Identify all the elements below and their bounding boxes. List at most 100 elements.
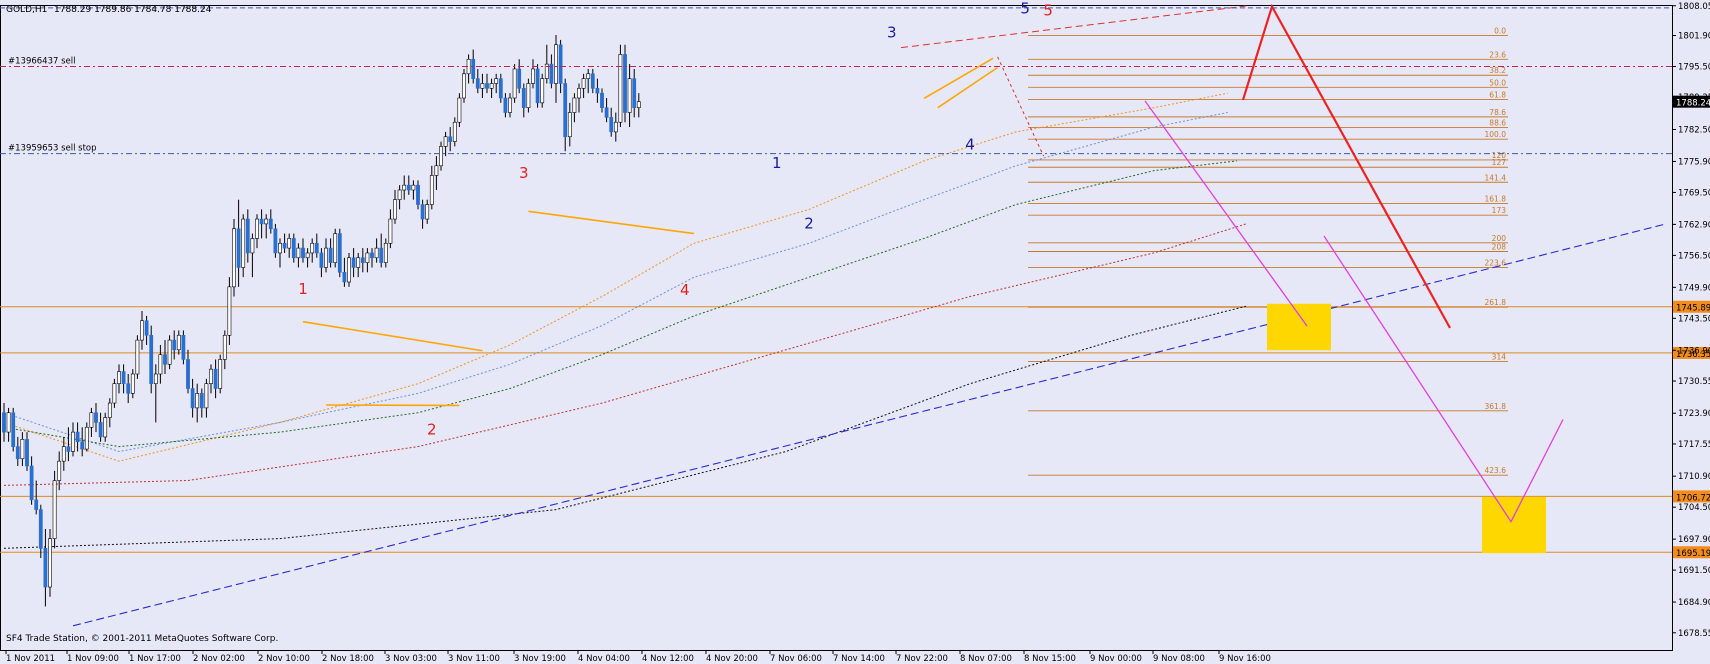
time-tick-label: 7 Nov 22:00	[896, 654, 948, 664]
candle-body	[66, 446, 71, 452]
candle-body	[452, 121, 457, 142]
candle-body	[609, 117, 614, 133]
time-tick-label: 4 Nov 12:00	[642, 654, 694, 664]
fibo-level-label: 78.6	[1489, 108, 1506, 117]
time-tick-label: 8 Nov 15:00	[1024, 654, 1076, 664]
triangle-line	[528, 210, 695, 235]
candle-body	[278, 242, 282, 254]
candle-body	[57, 460, 62, 481]
candle-body	[494, 78, 499, 84]
triangle-line	[937, 66, 999, 109]
candle-body	[227, 286, 232, 336]
wave-label: 2	[427, 421, 437, 439]
candle-body	[411, 184, 416, 191]
price-tick-label: 1691.50	[1678, 566, 1710, 576]
candle-body	[471, 58, 476, 79]
time-tick-label: 3 Nov 11:00	[448, 654, 500, 664]
price-tick-label: 1801.90	[1678, 32, 1710, 42]
candle-body	[52, 480, 57, 539]
fibo-level-label: 0.0	[1494, 27, 1506, 36]
candle-body	[222, 334, 227, 360]
candle-body	[29, 465, 34, 501]
candle-body	[167, 339, 172, 365]
fibo-level-label: 23.6	[1489, 50, 1506, 59]
candle-body	[351, 257, 356, 268]
time-tick-label: 9 Nov 08:00	[1153, 654, 1205, 664]
candle-body	[429, 175, 434, 205]
candle-body	[121, 371, 126, 384]
candle-body	[416, 184, 420, 205]
candle-body	[296, 247, 301, 259]
price-tick-label: 1704.50	[1678, 503, 1710, 513]
trend-lines	[72, 5, 1667, 627]
candle-body	[107, 402, 112, 418]
candle-body	[6, 412, 11, 433]
fibo-level-label: 261.8	[1485, 298, 1507, 307]
triangle-line	[302, 320, 483, 352]
price-tick-label: 1762.90	[1678, 220, 1710, 230]
fibo-level-label: 173	[1492, 206, 1507, 215]
candle-body	[38, 509, 43, 549]
candle-body	[25, 439, 29, 467]
fibo-level-label: 38.2	[1489, 66, 1506, 75]
candle-body	[158, 354, 163, 375]
candle-body	[333, 233, 338, 263]
candle-body	[319, 252, 324, 268]
candle-body	[15, 446, 20, 460]
time-tick-label: 7 Nov 06:00	[770, 654, 822, 664]
time-tick-label: 2 Nov 02:00	[193, 654, 245, 664]
fibo-level-label: 127	[1492, 158, 1507, 167]
level-price-tag-label: 1745.89	[1676, 304, 1710, 314]
wave-labels: 1 2 3 4 5 1 2 3 4 5	[298, 0, 1053, 439]
candle-body	[462, 73, 466, 99]
candle-body	[623, 54, 627, 113]
candle-body	[135, 339, 140, 375]
candle-body	[540, 78, 545, 104]
price-tick-label: 1775.90	[1678, 157, 1710, 167]
candle-body	[586, 73, 591, 79]
candle-body	[374, 247, 379, 259]
candle-body	[512, 68, 517, 99]
candle-body	[153, 373, 158, 384]
price-tick-label: 1723.90	[1678, 409, 1710, 419]
candle-body	[245, 218, 250, 254]
wave-label: 5	[1020, 0, 1030, 17]
red-channel-line	[997, 56, 1045, 157]
candle-body	[613, 121, 618, 133]
candle-body	[112, 383, 117, 404]
candle-body	[103, 417, 108, 438]
wave-label: 4	[965, 135, 975, 153]
candle-body	[517, 68, 522, 89]
candle-body	[531, 68, 535, 84]
candle-body	[80, 441, 85, 450]
current-price-tag	[1673, 95, 1710, 108]
candle-body	[144, 320, 149, 336]
fibo-level-label: 120	[1492, 151, 1507, 160]
wave-label: 5	[1043, 2, 1053, 20]
candle-body	[434, 165, 439, 176]
candle-body	[328, 247, 333, 263]
candle-body	[420, 204, 425, 220]
candle-body	[457, 97, 462, 123]
candle-body	[273, 228, 278, 254]
candle-body	[600, 92, 604, 108]
candle-body	[20, 439, 25, 460]
pending-order-label: #13966437 sell	[8, 57, 75, 67]
candle-body	[342, 272, 347, 283]
candle-body	[305, 252, 310, 259]
candle-body	[544, 63, 549, 79]
order-labels: #13966437 sell #13959653 sell stop	[0, 7, 1672, 155]
price-tick-label: 1782.50	[1678, 125, 1710, 135]
price-tick-label: 1808.05	[1678, 2, 1710, 12]
wave-label: 3	[887, 23, 897, 41]
candle-body	[176, 334, 181, 351]
wave-label: 1	[298, 280, 308, 298]
moving-averages	[3, 92, 1247, 549]
candle-body	[406, 184, 411, 191]
moving-average-line	[3, 160, 1237, 448]
time-tick-label: 1 Nov 09:00	[67, 654, 119, 664]
copyright-text: SF4 Trade Station, © 2001-2011 MetaQuote…	[6, 634, 278, 644]
candle-body	[526, 83, 531, 108]
